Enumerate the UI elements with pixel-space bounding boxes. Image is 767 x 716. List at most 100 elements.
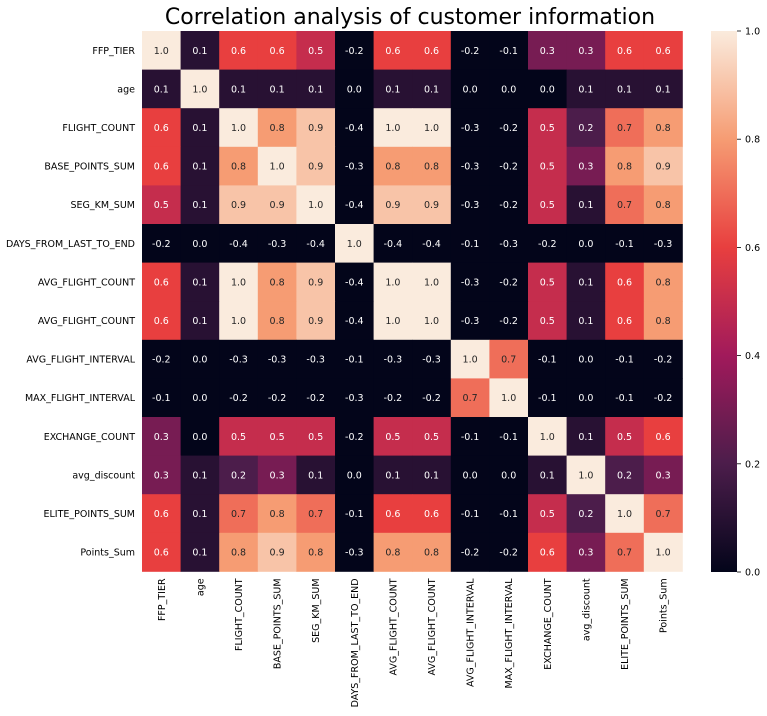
- heatmap-cell: [605, 455, 645, 495]
- cell-value-label: 0.1: [617, 84, 632, 95]
- colorbar-tick-label: 0.6: [745, 243, 760, 254]
- heatmap-cell: [605, 69, 645, 109]
- cell-value-label: 0.1: [154, 84, 169, 95]
- heatmap-cell: [566, 532, 606, 572]
- cell-value-label: -0.3: [345, 162, 364, 173]
- cell-value-label: 0.5: [540, 200, 555, 211]
- heatmap-cell: [489, 532, 529, 572]
- heatmap-cell: [142, 301, 181, 341]
- cell-value-label: 0.0: [192, 432, 207, 443]
- heatmap-cell: [296, 69, 336, 109]
- heatmap-cell: [605, 262, 645, 302]
- cell-value-label: -0.2: [499, 316, 518, 327]
- heatmap-cell: [142, 455, 181, 495]
- heatmap-cell: [566, 494, 606, 534]
- heatmap-cell: [180, 262, 220, 302]
- cell-value-label: 0.1: [578, 432, 593, 443]
- heatmap-cell: [373, 31, 413, 70]
- cell-value-label: -0.1: [499, 509, 518, 520]
- heatmap-cell: [257, 378, 297, 418]
- cell-value-label: 0.0: [347, 470, 362, 481]
- heatmap-cell: [219, 224, 259, 263]
- cell-value-label: 0.1: [308, 84, 323, 95]
- heatmap-cell: [528, 532, 567, 572]
- heatmap-cell: [257, 455, 297, 495]
- cell-value-label: 0.6: [617, 277, 632, 288]
- cell-value-label: 1.0: [578, 470, 593, 481]
- cell-value-label: 0.7: [656, 509, 671, 520]
- row-tick-label: SEG_KM_SUM: [70, 200, 135, 211]
- column-tick-label: age: [195, 578, 206, 596]
- cell-value-label: 0.2: [578, 123, 593, 134]
- heatmap-cell: [142, 378, 181, 418]
- heatmap-cell: [489, 455, 529, 495]
- cell-value-label: 0.6: [617, 316, 632, 327]
- heatmap-cell: [219, 532, 259, 572]
- cell-value-label: 0.1: [540, 470, 555, 481]
- cell-value-label: 0.6: [540, 548, 555, 559]
- heatmap-cell: [566, 378, 606, 418]
- cell-value-label: 0.0: [192, 239, 207, 250]
- cell-value-label: -0.3: [461, 123, 480, 134]
- cell-value-label: 0.0: [463, 84, 478, 95]
- heatmap-cell: [257, 146, 297, 186]
- heatmap-cell: [335, 378, 374, 418]
- heatmap-cell: [180, 146, 220, 186]
- heatmap-cell: [142, 108, 181, 148]
- cell-value-label: 0.8: [424, 548, 439, 559]
- chart-title: Correlation analysis of customer informa…: [165, 5, 655, 30]
- heatmap-cell: [450, 69, 490, 109]
- heatmap-cell: [296, 532, 336, 572]
- cell-value-label: -0.1: [152, 393, 171, 404]
- heatmap-cell: [257, 532, 297, 572]
- heatmap-cell: [643, 224, 683, 263]
- cell-value-label: 1.0: [231, 123, 246, 134]
- heatmap-cell: [566, 69, 606, 109]
- colorbar-ticks: 0.0 0.2 0.4 0.6 0.8 1.0: [737, 27, 760, 579]
- cell-value-label: 1.0: [192, 84, 207, 95]
- cell-value-label: -0.2: [499, 123, 518, 134]
- cell-value-label: -0.3: [384, 355, 403, 366]
- heatmap-cell: [180, 31, 220, 70]
- heatmap-cell: [566, 417, 606, 456]
- heatmap-cell: [566, 185, 606, 225]
- cell-value-label: 0.8: [231, 548, 246, 559]
- heatmap-cell: [373, 494, 413, 534]
- heatmap-cell: [180, 301, 220, 341]
- heatmap-cell: [643, 185, 683, 225]
- cell-value-label: -0.2: [422, 393, 441, 404]
- column-tick-label: MAX_FLIGHT_INTERVAL: [504, 578, 515, 689]
- column-tick-label: AVG_FLIGHT_COUNT: [388, 578, 399, 675]
- heatmap-cell: [489, 378, 529, 418]
- cell-value-label: -0.4: [345, 200, 364, 211]
- heatmap-cell: [412, 378, 452, 418]
- cell-value-label: 1.0: [347, 239, 362, 250]
- cell-value-label: -0.2: [499, 200, 518, 211]
- heatmap-cell: [142, 146, 181, 186]
- cell-value-label: 0.3: [154, 470, 169, 481]
- heatmap-cell: [643, 417, 683, 456]
- heatmap-cell: [566, 339, 606, 379]
- heatmap-cell: [296, 417, 336, 456]
- heatmap-cell: [296, 494, 336, 534]
- heatmap-cell: [412, 532, 452, 572]
- colorbar-gradient: [711, 31, 737, 572]
- heatmap-cell: [180, 108, 220, 148]
- cell-value-label: 0.2: [617, 470, 632, 481]
- cell-value-label: 0.5: [540, 277, 555, 288]
- heatmap-cell: [373, 69, 413, 109]
- heatmap-cell: [528, 417, 567, 456]
- cell-value-label: 0.8: [308, 548, 323, 559]
- cell-value-label: 0.1: [424, 470, 439, 481]
- heatmap-cell: [450, 301, 490, 341]
- cell-value-label: 0.0: [540, 84, 555, 95]
- heatmap-cell: [489, 417, 529, 456]
- cell-value-label: -0.1: [345, 509, 364, 520]
- cell-value-label: 0.8: [656, 316, 671, 327]
- heatmap-cell: [489, 31, 529, 70]
- heatmap-cell: [450, 532, 490, 572]
- heatmap-cell: [373, 378, 413, 418]
- cell-value-label: 0.1: [192, 277, 207, 288]
- heatmap-cell: [373, 301, 413, 341]
